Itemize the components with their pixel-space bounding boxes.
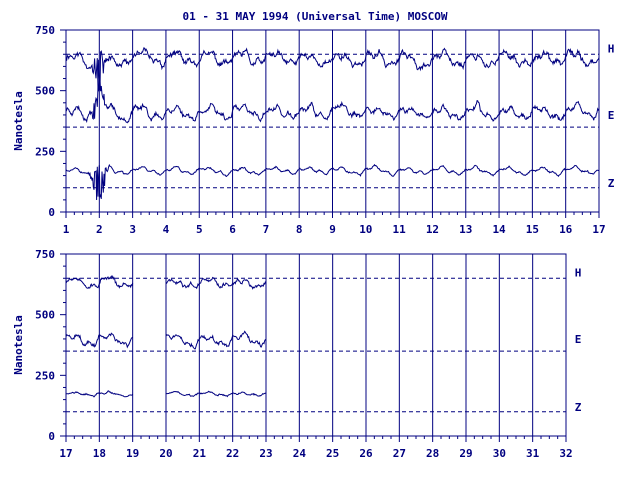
x-tick-label: 11 — [393, 223, 407, 236]
series-label-e: E — [608, 109, 615, 122]
x-tick-label: 20 — [159, 447, 172, 460]
x-tick-label: 15 — [526, 223, 539, 236]
series-label-z: Z — [575, 401, 582, 414]
x-tick-label: 26 — [359, 447, 373, 460]
x-tick-label: 21 — [193, 447, 207, 460]
x-tick-label: 24 — [293, 447, 307, 460]
series-label-h: H — [608, 42, 615, 55]
trace-z — [65, 163, 599, 201]
x-tick-label: 23 — [259, 447, 272, 460]
series-label-h: H — [575, 266, 582, 279]
y-tick-label: 500 — [35, 85, 55, 98]
trace-h — [165, 276, 267, 290]
x-tick-label: 19 — [126, 447, 139, 460]
y-axis-label: Nanotesla — [12, 315, 25, 375]
trace-h — [65, 275, 134, 290]
series-label-e: E — [575, 333, 582, 346]
x-tick-label: 22 — [226, 447, 239, 460]
panel-top: 1 2 3 4 5 6 7 8 9 10 11 12 13 14 15 16 170250500750Nanot… — [12, 24, 615, 236]
trace-e — [65, 332, 133, 349]
y-tick-label: 0 — [48, 206, 55, 219]
x-tick-label: 10 — [359, 223, 372, 236]
x-tick-label: 13 — [459, 223, 472, 236]
x-tick-label: 27 — [393, 447, 406, 460]
x-tick-label: 12 — [426, 223, 439, 236]
trace-e — [65, 79, 600, 124]
trace-z — [65, 390, 134, 398]
x-tick-label: 5 — [196, 223, 203, 236]
x-tick-label: 16 — [559, 223, 573, 236]
y-tick-label: 750 — [35, 24, 55, 37]
x-tick-label: 18 — [93, 447, 106, 460]
x-tick-label: 6 — [229, 223, 236, 236]
x-tick-label: 25 — [326, 447, 339, 460]
y-axis-label: Nanotesla — [12, 91, 25, 151]
x-tick-label: 3 — [129, 223, 136, 236]
x-tick-label: 17 — [592, 223, 605, 236]
x-tick-label: 30 — [493, 447, 506, 460]
x-tick-label: 2 — [96, 223, 103, 236]
x-tick-label: 32 — [559, 447, 572, 460]
y-tick-label: 250 — [35, 145, 55, 158]
y-tick-label: 250 — [35, 369, 55, 382]
x-tick-label: 1 — [63, 223, 70, 236]
series-label-z: Z — [608, 177, 615, 190]
trace-z — [165, 390, 267, 398]
trace-h — [65, 46, 600, 91]
plot-frame — [65, 253, 567, 437]
x-tick-label: 4 — [163, 223, 170, 236]
x-tick-label: 17 — [59, 447, 72, 460]
x-tick-label: 31 — [526, 447, 540, 460]
x-tick-label: 28 — [426, 447, 439, 460]
y-tick-label: 500 — [35, 309, 55, 322]
trace-e — [165, 330, 267, 350]
y-tick-label: 750 — [35, 248, 55, 261]
x-tick-label: 9 — [329, 223, 336, 236]
x-tick-label: 7 — [263, 223, 270, 236]
panel-bottom: 17 18 19 20 21 22 23 24 25 26 27 28 29 30 31 32 0 250 500 7… — [12, 248, 582, 460]
x-tick-label: 8 — [296, 223, 303, 236]
y-tick-label: 0 — [48, 430, 55, 443]
chart-title: 01 - 31 MAY 1994 (Universal Time) MOSCOW — [183, 10, 448, 23]
x-tick-label: 29 — [459, 447, 472, 460]
x-tick-label: 14 — [492, 223, 506, 236]
